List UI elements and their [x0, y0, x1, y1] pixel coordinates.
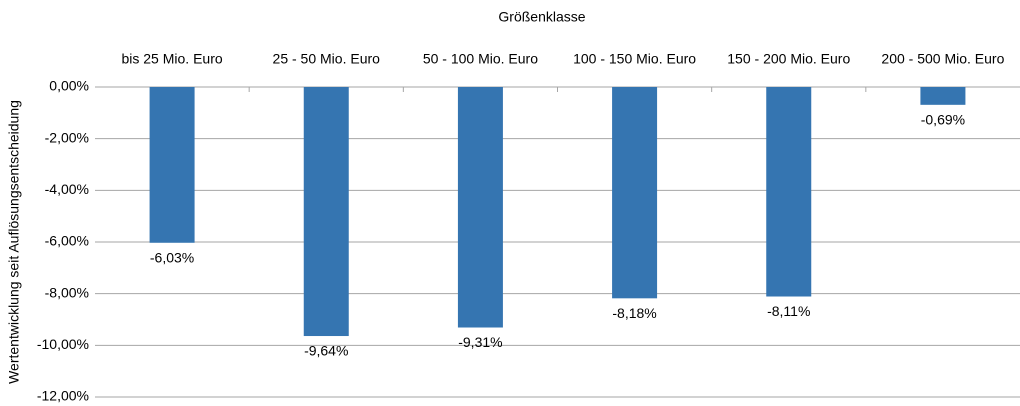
bar: [612, 87, 658, 299]
y-tick-label: -12,00%: [37, 388, 89, 404]
x-tick-label: 200 - 500 Mio. Euro: [881, 51, 1004, 67]
y-tick-label: -8,00%: [45, 284, 89, 300]
x-tick-label: 100 - 150 Mio. Euro: [573, 51, 696, 67]
x-tick-label: 150 - 200 Mio. Euro: [727, 51, 850, 67]
y-tick-label: -2,00%: [45, 129, 89, 145]
bar: [766, 87, 812, 297]
x-tick-label: 25 - 50 Mio. Euro: [273, 51, 381, 67]
x-tick-label: 50 - 100 Mio. Euro: [423, 51, 538, 67]
bar: [303, 87, 349, 337]
data-label: -9,31%: [458, 334, 502, 350]
bar: [920, 87, 966, 105]
bar: [457, 87, 503, 328]
data-label: -6,03%: [150, 249, 194, 265]
data-label: -8,11%: [767, 303, 810, 319]
y-axis-title: Wertentwicklung seit Auflösungsentscheid…: [6, 100, 22, 384]
y-tick-label: -6,00%: [45, 233, 89, 249]
x-tick-label: bis 25 Mio. Euro: [121, 51, 222, 67]
y-tick-label: 0,00%: [49, 78, 89, 94]
data-label: -8,18%: [612, 305, 656, 321]
x-axis-title: Größenklasse: [498, 9, 585, 25]
data-label: -9,64%: [304, 343, 348, 359]
data-label: -0,69%: [921, 112, 965, 128]
bar: [149, 87, 195, 243]
y-tick-label: -10,00%: [37, 336, 89, 352]
y-tick-label: -4,00%: [45, 181, 89, 197]
